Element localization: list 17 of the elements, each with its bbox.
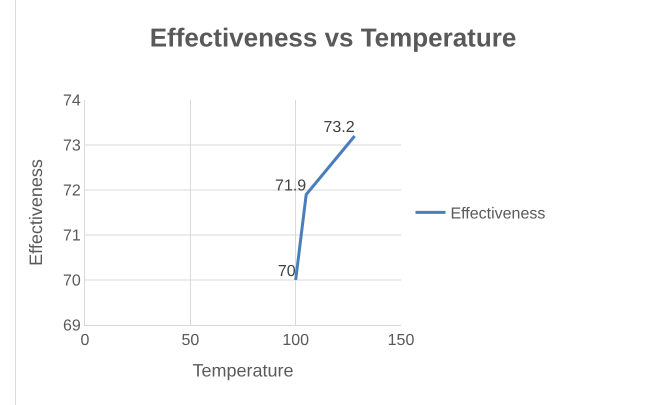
x-axis-title: Temperature: [192, 360, 294, 380]
y-tick-label: 72: [63, 182, 81, 200]
legend-label: Effectiveness: [450, 206, 546, 223]
x-tick-label: 100: [282, 332, 310, 350]
y-tick-label: 74: [63, 92, 81, 110]
y-tick-label: 70: [63, 272, 81, 290]
data-label: 70: [278, 263, 296, 280]
chart-title: Effectiveness vs Temperature: [150, 22, 516, 53]
data-label: 73.2: [324, 119, 355, 136]
y-axis-title: Effectiveness: [26, 159, 46, 266]
x-tick-label: 0: [80, 332, 90, 350]
y-tick-label: 71: [63, 228, 81, 245]
data-label: 71.9: [275, 178, 306, 194]
x-tick-label: 50: [181, 332, 200, 350]
x-tick-label: 150: [388, 332, 414, 350]
y-tick-label: 73: [63, 138, 81, 155]
y-tick-label: 69: [63, 318, 81, 335]
